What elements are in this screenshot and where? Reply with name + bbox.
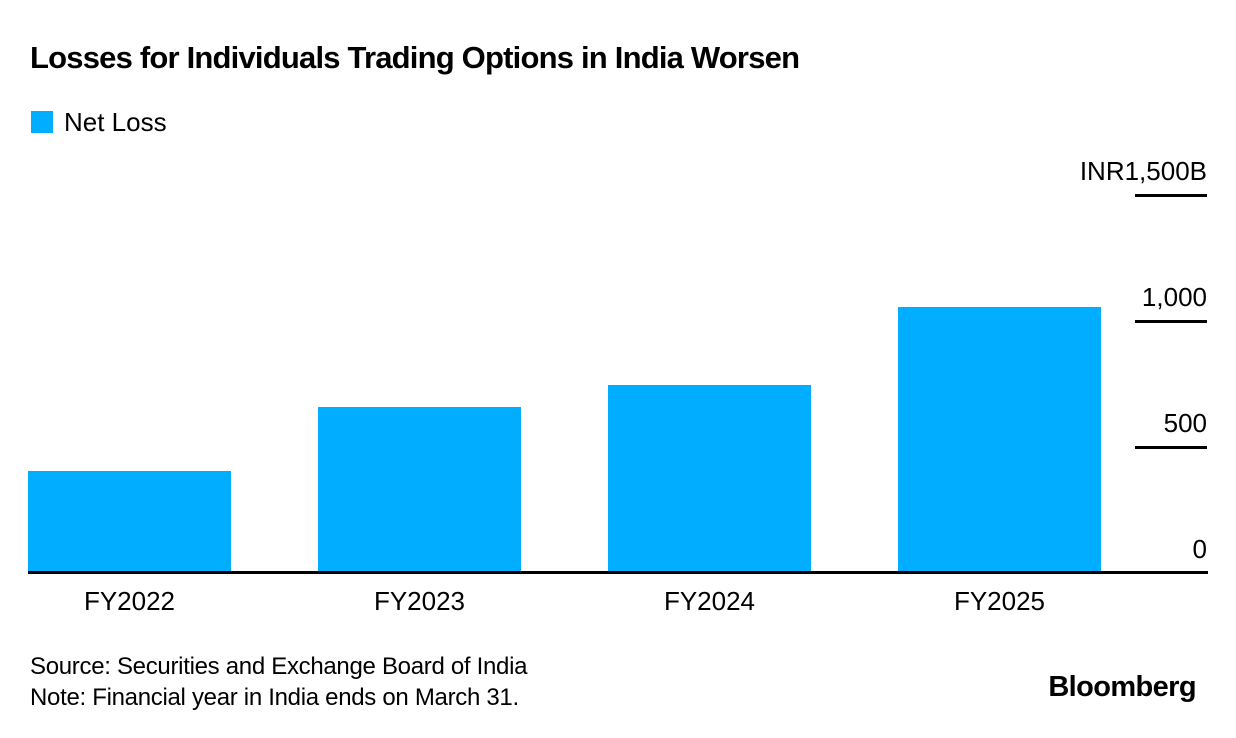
y-tick-label-1000: 1,000 [1141, 282, 1207, 312]
note-text: Note: Financial year in India ends on Ma… [30, 684, 519, 711]
x-axis-label-fy2023: FY2023 [373, 586, 466, 616]
y-tick-label-1500: INR1,500B [1079, 156, 1207, 186]
y-tick-label-500: 500 [1163, 408, 1207, 438]
legend-label: Net Loss [64, 107, 167, 137]
legend-swatch-icon [31, 111, 53, 133]
y-tick-label-0: 0 [1192, 534, 1207, 564]
bloomberg-logo: Bloomberg [1048, 671, 1196, 703]
y-tick-line-1000 [1135, 320, 1207, 323]
bar-fy2022 [28, 471, 231, 573]
y-tick-line-500 [1135, 446, 1207, 449]
y-tick-line-1500 [1135, 194, 1207, 197]
source-text: Source: Securities and Exchange Board of… [30, 653, 528, 680]
chart-title: Losses for Individuals Trading Options i… [30, 40, 800, 75]
x-axis-label-fy2025: FY2025 [953, 586, 1046, 616]
bar-fy2024 [608, 385, 811, 573]
footer-notes: Source: Securities and Exchange Board of… [30, 651, 527, 713]
x-axis-line [28, 571, 1208, 574]
x-axis-label-fy2024: FY2024 [663, 586, 756, 616]
legend: Net Loss [31, 108, 167, 136]
bar-fy2023 [318, 407, 521, 573]
bar-fy2025 [898, 307, 1101, 573]
x-axis-label-fy2022: FY2022 [83, 586, 176, 616]
